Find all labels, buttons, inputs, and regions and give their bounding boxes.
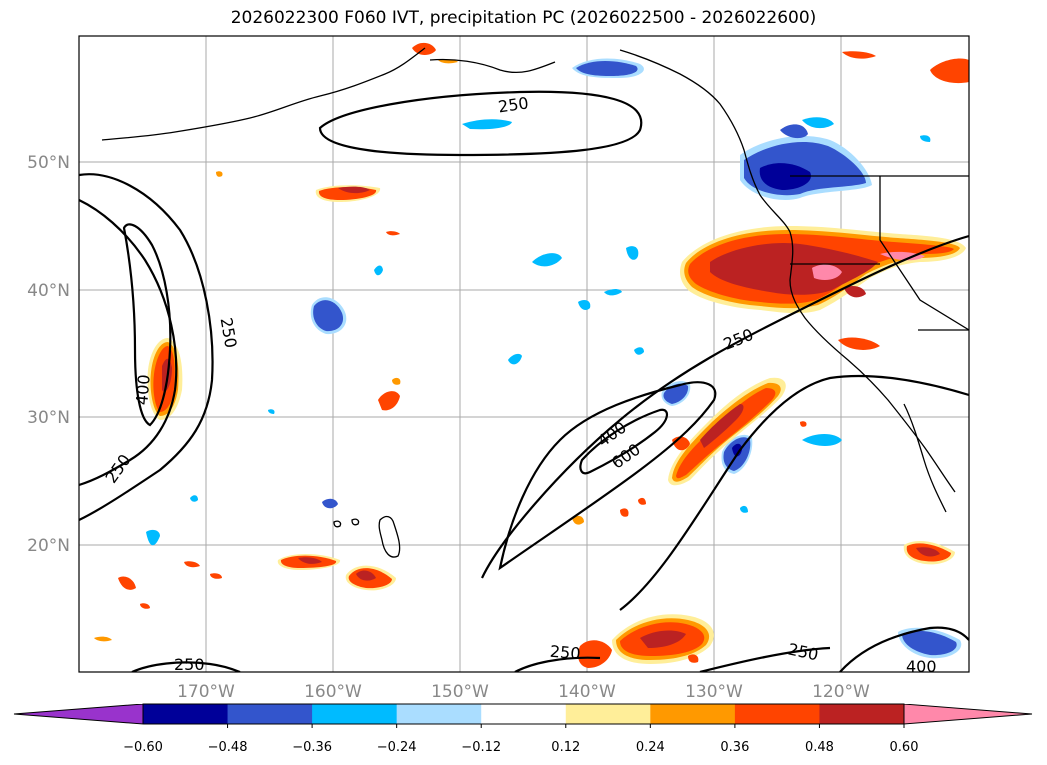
colorbar-tick-label: −0.12	[461, 740, 501, 755]
colorbar-segment	[312, 704, 398, 724]
lat-label: 50°N	[27, 153, 70, 173]
colorbar-tick-label: −0.36	[292, 740, 332, 755]
colorbar: −0.60 −0.48 −0.36 −0.24 −0.12 0.12 0.24 0.36 0.4…	[13, 703, 1033, 755]
coastlines	[101, 47, 969, 558]
colorbar-segment	[565, 704, 651, 724]
colorbar-ticks: −0.60 −0.48 −0.36 −0.24 −0.12 0.12 0.24 0.36 0.4…	[123, 724, 918, 755]
colorbar-segment	[481, 704, 567, 724]
colorbar-segment	[650, 704, 736, 724]
map-title: 2026022300 F060 IVT, precipitation PC (2…	[230, 8, 817, 28]
longitude-labels: 170°W 160°W 150°W 140°W 130°W 120°W	[177, 682, 870, 702]
colorbar-tick-label: 0.60	[890, 740, 919, 755]
lon-label: 150°W	[431, 682, 489, 702]
lon-label: 160°W	[304, 682, 362, 702]
colorbar-extend-high	[904, 704, 1032, 724]
contour-label: 400	[132, 374, 154, 406]
map-content	[79, 36, 969, 672]
colorbar-tick-label: −0.48	[208, 740, 248, 755]
contour-label: 250	[549, 642, 581, 664]
colorbar-segments	[14, 704, 1032, 724]
lon-label: 120°W	[812, 682, 870, 702]
lon-label: 130°W	[685, 682, 743, 702]
colorbar-tick-label: 0.24	[636, 740, 665, 755]
lat-label: 40°N	[27, 281, 70, 301]
colorbar-tick-label: 0.12	[551, 740, 580, 755]
colorbar-segment	[734, 704, 820, 724]
colorbar-segment	[396, 704, 482, 724]
lon-label: 140°W	[558, 682, 616, 702]
colorbar-segment	[143, 704, 229, 724]
lon-label: 170°W	[177, 682, 235, 702]
colorbar-tick-label: 0.48	[805, 740, 834, 755]
colorbar-segment	[819, 704, 905, 724]
colorbar-segment	[227, 704, 313, 724]
lat-label: 30°N	[27, 408, 70, 428]
colorbar-extend-low	[14, 704, 143, 724]
latitude-labels: 50°N 40°N 30°N 20°N	[27, 153, 70, 556]
lat-label: 20°N	[27, 536, 70, 556]
ivt-contours	[79, 90, 969, 672]
colorbar-tick-label: 0.36	[720, 740, 749, 755]
plot-frame	[78, 35, 970, 673]
contour-label: 250	[174, 655, 205, 674]
contour-label: 400	[906, 657, 937, 676]
contour-label: 250	[497, 93, 530, 116]
colorbar-tick-label: −0.24	[377, 740, 417, 755]
colorbar-tick-label: −0.60	[123, 740, 163, 755]
positive-anomaly-areas	[94, 42, 969, 668]
